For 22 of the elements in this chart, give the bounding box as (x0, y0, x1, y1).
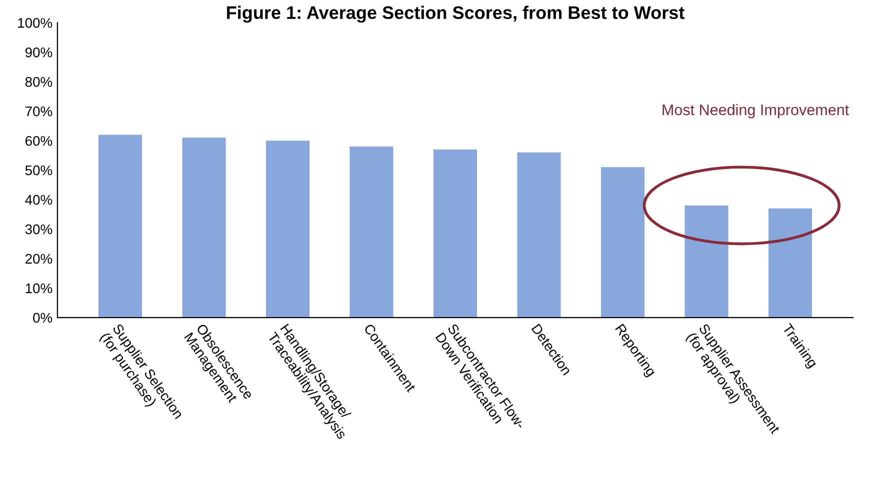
y-tick-label: 10% (26, 283, 52, 294)
bar (98, 134, 142, 318)
bar (350, 146, 394, 318)
y-tick-label: 100% (18, 18, 52, 28)
bar (182, 138, 226, 318)
y-tick-label: 80% (25, 76, 52, 87)
y-tick-label: 0% (33, 312, 52, 323)
bar (684, 205, 728, 318)
bar (600, 167, 645, 318)
y-tick-label: 30% (25, 224, 52, 234)
bar (517, 152, 561, 318)
y-tick-label: 40% (25, 194, 52, 205)
y-tick-label: 60% (26, 136, 52, 146)
bar (433, 149, 478, 318)
y-tick-label: 20% (26, 254, 52, 264)
y-tick-label: 50% (25, 165, 52, 176)
chart-title: Figure 1: Average Section Scores, from Best to Worst (227, 6, 684, 23)
bar (768, 208, 812, 318)
annotation: Most Needing Improvement (662, 104, 849, 118)
y-tick-label: 90% (25, 48, 52, 58)
bar (266, 140, 310, 318)
y-tick-label: 70% (26, 106, 52, 116)
